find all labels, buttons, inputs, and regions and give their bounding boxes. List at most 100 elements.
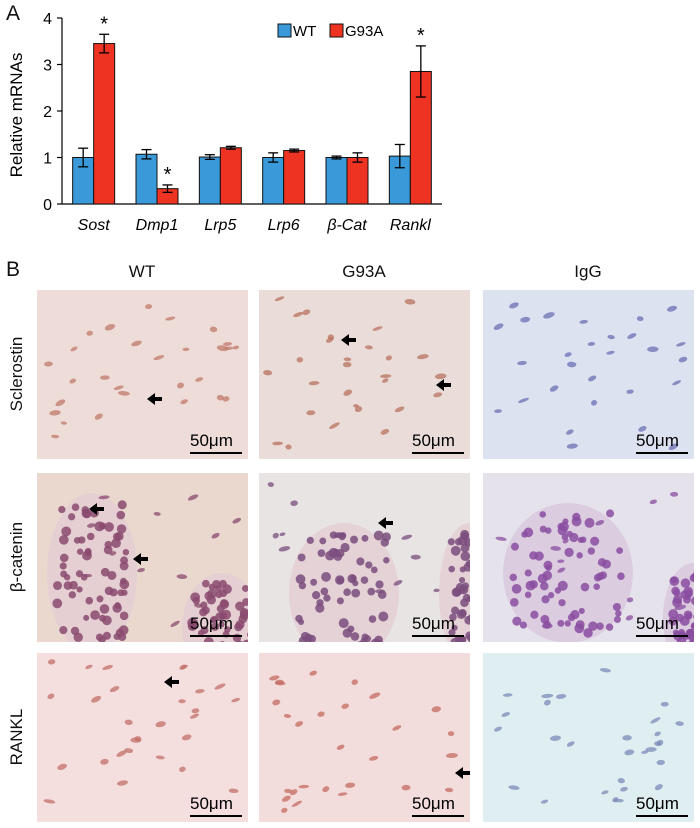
cell-nucleus — [104, 586, 114, 596]
osteocyte — [557, 567, 566, 573]
osteocyte — [329, 422, 340, 429]
osteocyte — [165, 316, 176, 321]
osteocyte — [109, 551, 117, 556]
cell-nucleus — [352, 580, 359, 587]
osteocyte — [209, 326, 218, 333]
cell-nucleus — [451, 606, 460, 615]
osteocyte — [228, 788, 239, 794]
osteocyte — [612, 797, 619, 803]
micrograph-rankl-wt — [37, 653, 248, 822]
cell-nucleus — [567, 613, 576, 622]
osteocyte — [650, 717, 661, 724]
osteocyte — [587, 341, 596, 346]
cell-nucleus — [219, 640, 225, 642]
osteocyte — [541, 693, 554, 699]
osteocyte — [666, 305, 678, 312]
cell-nucleus — [542, 570, 553, 581]
significance-mark: * — [100, 13, 108, 35]
cell-nucleus — [210, 622, 220, 632]
cell-nucleus — [323, 594, 331, 602]
cell-nucleus — [559, 521, 569, 532]
cell-nucleus — [368, 615, 377, 623]
cell-nucleus — [691, 573, 694, 581]
cell-nucleus — [675, 613, 684, 622]
osteocyte — [555, 694, 567, 699]
cell-nucleus — [84, 547, 92, 555]
osteocyte — [341, 703, 349, 709]
osteocyte — [137, 568, 145, 573]
row-label-catenin: β-catenin — [7, 521, 26, 593]
osteocyte — [83, 573, 93, 578]
osteocyte — [180, 399, 188, 405]
micrograph-rankl-g93a — [259, 653, 470, 822]
osteocyte — [379, 374, 392, 378]
osteocyte — [85, 664, 93, 670]
osteocyte — [364, 345, 373, 350]
cell-nucleus — [61, 526, 72, 537]
osteocyte — [624, 749, 635, 756]
cell-nucleus — [59, 625, 68, 635]
osteocyte — [298, 784, 310, 789]
cell-nucleus — [75, 570, 84, 578]
x-tick-label: Lrp6 — [268, 217, 300, 234]
cell-nucleus — [90, 610, 100, 620]
cell-nucleus — [86, 532, 95, 541]
cell-nucleus — [524, 569, 532, 577]
osteocyte — [676, 342, 686, 347]
cell-nucleus — [356, 557, 365, 566]
cell-nucleus — [524, 591, 532, 599]
osteocyte — [401, 534, 413, 540]
cell-nucleus — [85, 596, 94, 605]
osteocyte — [98, 495, 110, 500]
osteocyte — [102, 665, 113, 670]
cell-nucleus — [218, 621, 225, 628]
cell-nucleus — [96, 595, 104, 603]
osteocyte — [374, 589, 385, 594]
column-header-wt: WT — [128, 262, 156, 281]
osteocyte — [567, 361, 577, 368]
osteocyte — [447, 731, 455, 737]
panel-a-label: A — [6, 2, 21, 25]
micrograph-sclerostin-g93a — [259, 290, 470, 459]
cell-nucleus — [358, 640, 365, 642]
cell-nucleus — [554, 587, 562, 594]
cell-nucleus — [215, 591, 223, 599]
row-label-rankl: RANKL — [7, 708, 26, 766]
arrow-marker — [436, 379, 451, 391]
osteocyte — [566, 443, 578, 449]
cell-nucleus — [673, 589, 681, 597]
osteocyte — [372, 326, 383, 331]
osteocyte — [113, 385, 124, 391]
cell-nucleus — [191, 619, 199, 626]
arrow-marker — [455, 767, 470, 779]
osteocyte — [211, 532, 220, 539]
scale-bar-label: 50μm — [636, 614, 679, 633]
osteocyte — [656, 759, 665, 766]
osteocyte — [109, 686, 120, 693]
osteocyte — [541, 623, 553, 629]
scale-bar — [190, 452, 242, 454]
osteocyte — [272, 441, 284, 446]
cell-nucleus — [342, 628, 352, 638]
cell-nucleus — [325, 550, 335, 561]
cell-nucleus — [343, 588, 351, 597]
cell-nucleus — [580, 536, 587, 543]
osteocyte — [285, 444, 292, 450]
scale-bar — [412, 815, 464, 817]
cell-nucleus — [464, 615, 470, 625]
osteocyte — [638, 426, 647, 432]
bar-chart: 0 1 2 3 4 Relative mRNAs * Sost * Dmp1 Lrp5 Lrp6 β-C… — [7, 11, 442, 234]
column-header-igg: IgG — [574, 262, 602, 281]
cell-nucleus — [119, 561, 129, 571]
cell-nucleus — [370, 566, 378, 574]
cell-nucleus — [340, 542, 350, 553]
osteocyte — [564, 352, 572, 357]
panel-b-label: B — [6, 258, 21, 281]
osteocyte — [282, 795, 291, 802]
scale-bar-label: 50μm — [412, 431, 455, 450]
cell-nucleus — [680, 578, 691, 588]
osteocyte — [267, 482, 274, 487]
cell-nucleus — [310, 578, 318, 586]
micrograph-catenin-g93a — [259, 473, 470, 642]
osteocyte — [343, 357, 352, 362]
